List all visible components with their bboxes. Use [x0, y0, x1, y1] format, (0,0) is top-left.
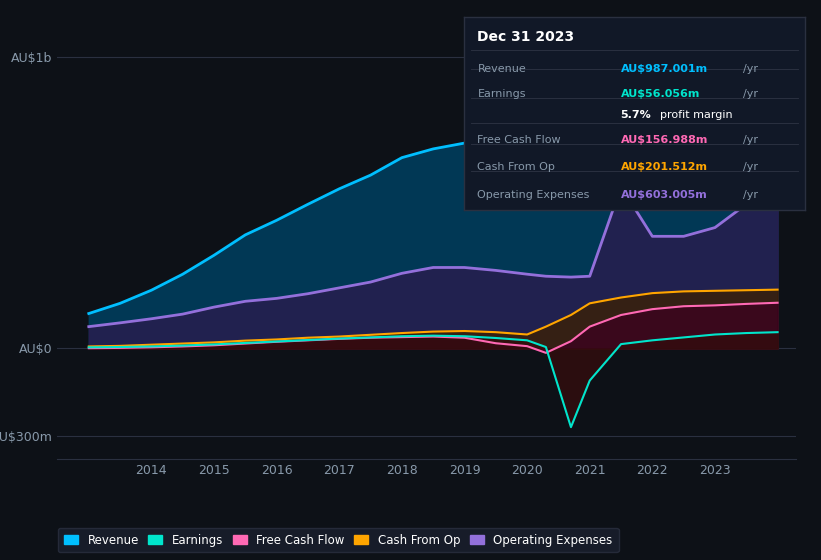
- Text: profit margin: profit margin: [660, 110, 732, 120]
- Text: AU$201.512m: AU$201.512m: [621, 162, 708, 172]
- Text: /yr: /yr: [743, 136, 759, 146]
- Text: 5.7%: 5.7%: [621, 110, 651, 120]
- Text: /yr: /yr: [743, 89, 759, 99]
- Legend: Revenue, Earnings, Free Cash Flow, Cash From Op, Operating Expenses: Revenue, Earnings, Free Cash Flow, Cash …: [58, 528, 618, 553]
- Text: Cash From Op: Cash From Op: [478, 162, 555, 172]
- Text: Revenue: Revenue: [478, 64, 526, 74]
- Text: AU$987.001m: AU$987.001m: [621, 64, 708, 74]
- Text: AU$156.988m: AU$156.988m: [621, 136, 708, 146]
- Text: AU$603.005m: AU$603.005m: [621, 189, 708, 199]
- Text: Dec 31 2023: Dec 31 2023: [478, 30, 575, 44]
- Text: AU$56.056m: AU$56.056m: [621, 89, 700, 99]
- Text: /yr: /yr: [743, 162, 759, 172]
- Text: Earnings: Earnings: [478, 89, 526, 99]
- Text: Free Cash Flow: Free Cash Flow: [478, 136, 561, 146]
- Text: /yr: /yr: [743, 189, 759, 199]
- Text: /yr: /yr: [743, 64, 759, 74]
- Text: Operating Expenses: Operating Expenses: [478, 189, 589, 199]
